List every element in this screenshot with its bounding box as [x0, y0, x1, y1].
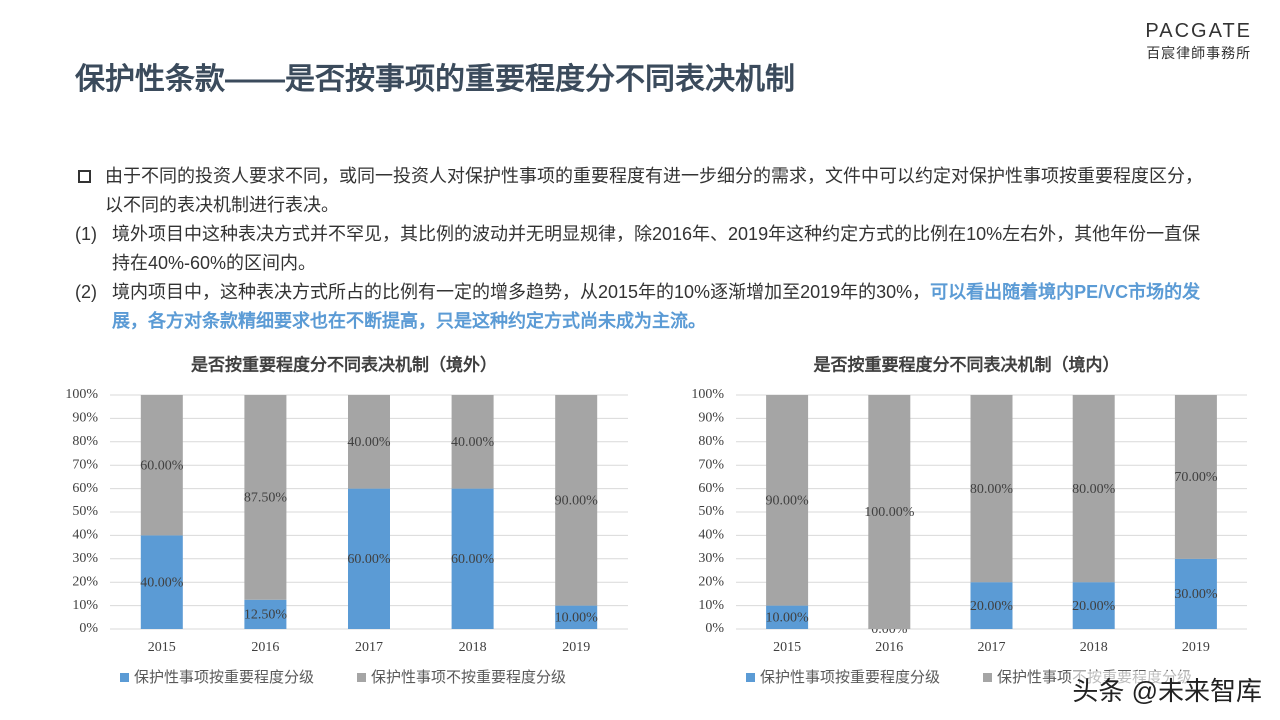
legend-label: 保护性事项按重要程度分级	[760, 669, 940, 686]
bar	[766, 605, 809, 629]
legend-swatch	[357, 673, 366, 682]
data-label: 10.00%	[555, 611, 599, 626]
marker: (2)	[75, 282, 97, 302]
bar	[868, 395, 911, 629]
y-tick-label: 10%	[698, 598, 724, 613]
x-tick-label: 2018	[1080, 640, 1108, 655]
text: 境内项目中，这种表决方式所占的比例有一定的增多趋势，从2015年的10%逐渐增加…	[112, 282, 931, 302]
bar	[1174, 558, 1217, 629]
x-tick-label: 2017	[355, 640, 383, 655]
data-label: 30.00%	[1174, 587, 1218, 602]
y-tick-label: 0%	[705, 621, 724, 636]
data-label: 40.00%	[347, 435, 391, 450]
bar	[244, 395, 287, 600]
x-tick-label: 2016	[875, 640, 903, 655]
bar	[451, 488, 494, 629]
y-tick-label: 40%	[72, 528, 98, 543]
data-label: 20.00%	[1072, 599, 1116, 614]
y-tick-label: 60%	[698, 481, 724, 496]
bar	[140, 535, 183, 629]
y-tick-label: 70%	[72, 457, 98, 472]
legend-label: 保护性事项按重要程度分级	[134, 669, 314, 686]
y-tick-label: 30%	[72, 551, 98, 566]
paragraph-text: 境内项目中，这种表决方式所占的比例有一定的增多趋势，从2015年的10%逐渐增加…	[112, 278, 1215, 336]
data-label: 20.00%	[970, 599, 1014, 614]
data-label: 60.00%	[140, 458, 184, 473]
x-tick-label: 2019	[1182, 640, 1210, 655]
bar	[348, 395, 390, 489]
logo-name: PACGATE	[1145, 20, 1252, 42]
chart-title: 是否按重要程度分不同表决机制（境内）	[814, 354, 1120, 374]
paragraph: (1) 境外项目中这种表决方式并不罕见，其比例的波动并无明显规律，除2016年、…	[75, 220, 1215, 278]
legend-swatch	[120, 673, 129, 682]
y-tick-label: 70%	[698, 457, 724, 472]
y-tick-label: 80%	[72, 434, 98, 449]
bar	[970, 395, 1013, 583]
y-tick-label: 100%	[65, 387, 98, 402]
bar	[766, 395, 809, 606]
y-tick-label: 50%	[72, 504, 98, 519]
bar	[140, 395, 183, 536]
bar	[244, 599, 287, 629]
data-label: 80.00%	[1072, 482, 1116, 497]
bar	[451, 395, 494, 489]
highlight-text: 可以看出随着境内PE/VC市场的发展，各方对条款精细要求也在不断提高，只是这种约…	[112, 282, 1201, 331]
paragraph-text: 境外项目中这种表决方式并不罕见，其比例的波动并无明显规律，除2016年、2019…	[112, 224, 1201, 273]
legend-label: 保护性事项不按重要程度分级	[371, 669, 566, 686]
y-tick-label: 0%	[79, 621, 98, 636]
bar	[1174, 395, 1217, 559]
y-tick-label: 80%	[698, 434, 724, 449]
data-label: 60.00%	[347, 552, 391, 567]
y-tick-label: 60%	[72, 481, 98, 496]
data-label: 90.00%	[766, 494, 810, 509]
y-tick-label: 90%	[698, 411, 724, 426]
x-tick-label: 2017	[978, 640, 1006, 655]
bar	[1072, 582, 1115, 629]
x-tick-label: 2016	[251, 640, 279, 655]
watermark: 头条 @未来智库	[1072, 671, 1262, 708]
data-label: 87.50%	[244, 491, 288, 506]
x-tick-label: 2015	[773, 640, 801, 655]
y-tick-label: 10%	[72, 598, 98, 613]
legend-swatch	[746, 673, 755, 682]
data-label: 40.00%	[140, 575, 184, 590]
bar	[555, 605, 598, 629]
data-label: 40.00%	[451, 435, 495, 450]
y-tick-label: 30%	[698, 551, 724, 566]
data-label: 70.00%	[1174, 470, 1218, 485]
data-label: 60.00%	[451, 552, 495, 567]
data-label: 80.00%	[970, 482, 1014, 497]
chart-title: 是否按重要程度分不同表决机制（境外）	[191, 354, 497, 374]
y-tick-label: 50%	[698, 504, 724, 519]
logo: PACGATE 百宸律師事務所	[1145, 20, 1252, 63]
marker: (1)	[75, 224, 97, 244]
y-tick-label: 90%	[72, 411, 98, 426]
y-tick-label: 20%	[698, 574, 724, 589]
y-tick-label: 40%	[698, 528, 724, 543]
data-label: 100.00%	[864, 505, 915, 520]
slide-title: 保护性条款——是否按事项的重要程度分不同表决机制	[75, 63, 795, 96]
data-label: 90.00%	[555, 494, 599, 509]
legend-swatch	[983, 673, 992, 682]
bar	[348, 488, 390, 629]
x-tick-label: 2018	[459, 640, 487, 655]
data-label: 10.00%	[766, 611, 810, 626]
logo-sub: 百宸律師事務所	[1146, 45, 1252, 61]
bullet	[78, 170, 91, 183]
bar	[1072, 395, 1115, 583]
y-tick-label: 20%	[72, 574, 98, 589]
bar	[555, 395, 598, 606]
paragraph: 由于不同的投资人要求不同，或同一投资人对保护性事项的重要程度有进一步细分的需求，…	[75, 162, 1215, 220]
paragraph: (2) 境内项目中，这种表决方式所占的比例有一定的增多趋势，从2015年的10%…	[75, 278, 1215, 336]
paragraph-text: 由于不同的投资人要求不同，或同一投资人对保护性事项的重要程度有进一步细分的需求，…	[105, 166, 1203, 215]
x-tick-label: 2015	[148, 640, 176, 655]
y-tick-label: 100%	[691, 387, 724, 402]
bar	[970, 582, 1013, 629]
data-label: 12.50%	[244, 608, 288, 623]
x-tick-label: 2019	[562, 640, 590, 655]
